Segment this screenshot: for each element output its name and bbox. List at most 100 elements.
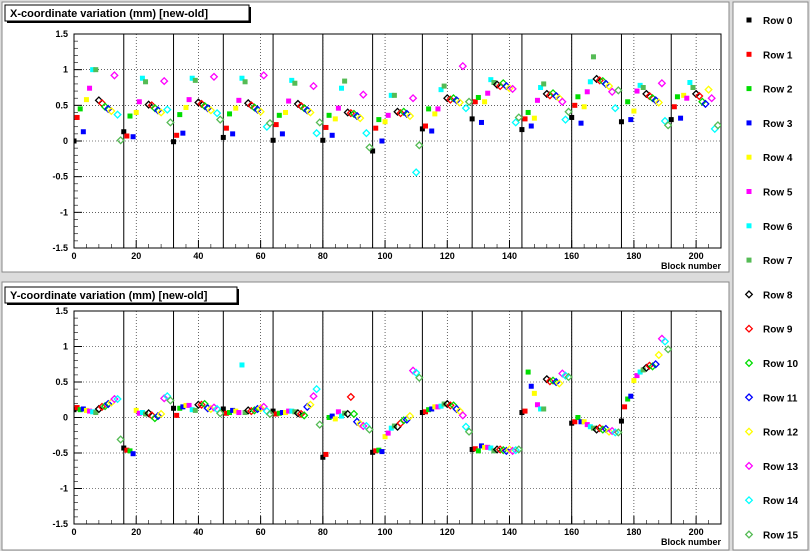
data-point [508, 84, 517, 94]
data-point [572, 102, 578, 108]
data-point [192, 407, 198, 413]
data-point [370, 148, 376, 154]
data-point [590, 425, 596, 431]
data-point [561, 115, 570, 124]
data-point [299, 411, 309, 420]
x-tick-label: 200 [689, 527, 704, 537]
data-point [309, 81, 318, 91]
data-point [177, 405, 183, 411]
data-point [332, 416, 338, 422]
data-point [531, 115, 537, 121]
data-point [637, 82, 643, 88]
data-point [159, 394, 169, 403]
data-point [382, 434, 388, 440]
data-point [139, 75, 145, 81]
data-point [270, 408, 276, 414]
data-point [519, 410, 525, 416]
y-tick-label: 1 [63, 65, 68, 75]
data-point [309, 391, 318, 401]
data-point [429, 406, 435, 412]
data-point [587, 79, 593, 85]
data-point [446, 95, 455, 104]
data-point [242, 79, 248, 85]
legend-marker-icon [746, 51, 752, 57]
legend-label: Row 4 [763, 153, 793, 164]
data-point [279, 131, 285, 137]
data-point [379, 138, 385, 144]
data-point [306, 108, 315, 117]
data-point [572, 419, 578, 425]
data-point [292, 409, 298, 415]
data-point [183, 104, 189, 110]
data-point [312, 128, 321, 138]
data-point [365, 143, 374, 152]
data-point [174, 412, 180, 418]
data-point [508, 446, 517, 456]
data-point [166, 118, 175, 127]
legend-label: Row 0 [763, 16, 793, 27]
x-tick-label: 40 [193, 251, 203, 261]
legend-marker-icon [744, 324, 754, 333]
data-point [426, 106, 432, 112]
x-tick-label: 100 [378, 251, 393, 261]
data-point [435, 106, 441, 112]
x-tick-label: 160 [564, 527, 579, 537]
data-point [541, 406, 547, 412]
data-point [502, 446, 511, 456]
data-point [223, 410, 229, 416]
data-point [464, 427, 474, 436]
data-point [239, 362, 245, 368]
legend-marker-icon [746, 223, 752, 229]
data-point [485, 90, 491, 96]
data-point [411, 168, 421, 177]
data-point [194, 400, 203, 409]
chart-title: X-coordinate variation (mm) [new-old] [10, 8, 208, 20]
x-axis-title: Block number [661, 537, 722, 547]
data-point [312, 384, 321, 394]
data-point [236, 410, 242, 416]
x-tick-label: 60 [256, 251, 266, 261]
data-point [87, 408, 93, 414]
data-point [415, 141, 424, 150]
data-point [90, 67, 96, 73]
data-point [276, 112, 282, 118]
x-tick-label: 20 [131, 251, 141, 261]
data-point [323, 124, 329, 130]
data-point [475, 94, 481, 100]
data-point [212, 108, 222, 118]
data-point [713, 121, 721, 130]
legend-label: Row 7 [763, 256, 793, 267]
data-point [189, 75, 195, 81]
data-point [209, 72, 219, 82]
data-point [373, 125, 379, 131]
data-point [640, 367, 646, 373]
data-point [100, 401, 110, 411]
data-point [180, 404, 186, 410]
x-tick-label: 120 [440, 251, 455, 261]
data-point [259, 71, 268, 80]
data-point [233, 105, 239, 111]
data-point [411, 368, 421, 377]
data-point [701, 99, 710, 109]
data-point [326, 112, 332, 118]
data-point [469, 446, 475, 452]
data-point [611, 428, 620, 437]
chart-panel-x: -1.5 -1 -0.5 0 0.5 1 1.5 0 20 40 60 80 100 120 140 160 1… [1, 1, 730, 273]
data-point [315, 420, 324, 429]
data-point [663, 121, 673, 130]
data-point [469, 116, 475, 122]
data-point [485, 444, 491, 450]
data-point [239, 75, 245, 81]
data-point [242, 410, 248, 416]
data-point [478, 443, 484, 449]
data-point [438, 87, 444, 93]
data-point [335, 105, 341, 111]
data-point [671, 104, 677, 110]
data-point [598, 425, 608, 434]
legend-label: Row 1 [763, 50, 793, 61]
data-point [156, 108, 166, 117]
x-tick-label: 0 [71, 251, 76, 261]
data-point [458, 61, 468, 71]
data-point [472, 446, 478, 452]
